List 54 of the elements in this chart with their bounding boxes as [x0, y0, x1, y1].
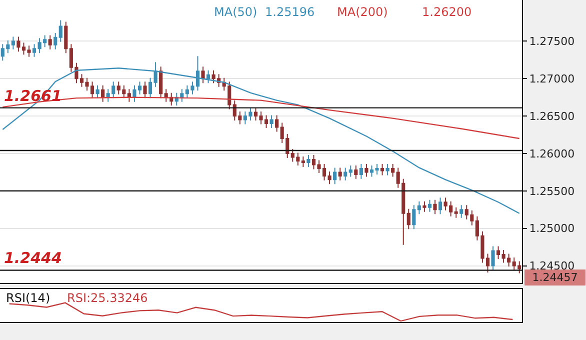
annotation: 1.25196: [265, 5, 315, 19]
candlestick: [460, 204, 464, 218]
candlestick: [433, 199, 437, 215]
y-tick-label: 1.27000: [529, 72, 575, 86]
candlestick: [422, 200, 426, 212]
candlestick: [101, 84, 105, 102]
candlestick: [412, 204, 416, 230]
text: MA(50): [214, 5, 258, 19]
y-tick-label: 1.27500: [529, 35, 575, 48]
candlestick: [270, 114, 274, 129]
candlestick: [148, 77, 152, 99]
candlestick: [328, 170, 332, 185]
candlestick: [164, 88, 168, 102]
candlestick: [64, 21, 68, 54]
candlestick: [491, 246, 495, 271]
text: 1.24457: [532, 271, 578, 284]
candlestick: [159, 66, 163, 99]
candlestick: [48, 34, 52, 50]
candlestick: [348, 164, 352, 178]
chart-title: RSI(14): [6, 291, 50, 305]
candlestick: [380, 163, 384, 176]
text: MA(200): [337, 5, 388, 19]
candlestick: [201, 66, 205, 84]
candlestick: [301, 156, 305, 168]
y-tick-label: 1.26000: [529, 147, 575, 160]
y-tick-label: 1.24500: [529, 260, 575, 273]
ref-line-label: 1.2444: [4, 249, 62, 267]
candlestick: [11, 36, 15, 50]
candlestick: [406, 208, 410, 230]
candlestick: [438, 197, 442, 215]
candlestick: [143, 81, 147, 99]
candlestick: [338, 167, 342, 181]
candlestick: [58, 20, 62, 42]
candlestick: [354, 164, 358, 180]
candlestick: [333, 167, 337, 185]
candlestick: [364, 163, 368, 178]
annotation: RSI:25.33246: [67, 291, 148, 305]
candlestick: [96, 84, 100, 99]
candlestick: [428, 199, 432, 212]
candlestick: [306, 154, 310, 168]
y-tick-label: 1.25000: [529, 222, 575, 236]
candlestick: [391, 163, 395, 178]
y-tick-label: 1.26500: [529, 110, 575, 123]
candlestick: [417, 200, 421, 215]
candlestick: [496, 246, 500, 260]
candlestick: [54, 32, 58, 50]
candlestick: [32, 44, 36, 58]
candlestick: [344, 167, 348, 181]
candlestick: [275, 114, 279, 132]
candlestick: [386, 163, 390, 176]
annotation: 1.26200: [422, 5, 472, 19]
y-tick-label: 1.25500: [529, 184, 575, 198]
candlestick: [454, 206, 458, 218]
candlestick: [359, 163, 363, 180]
